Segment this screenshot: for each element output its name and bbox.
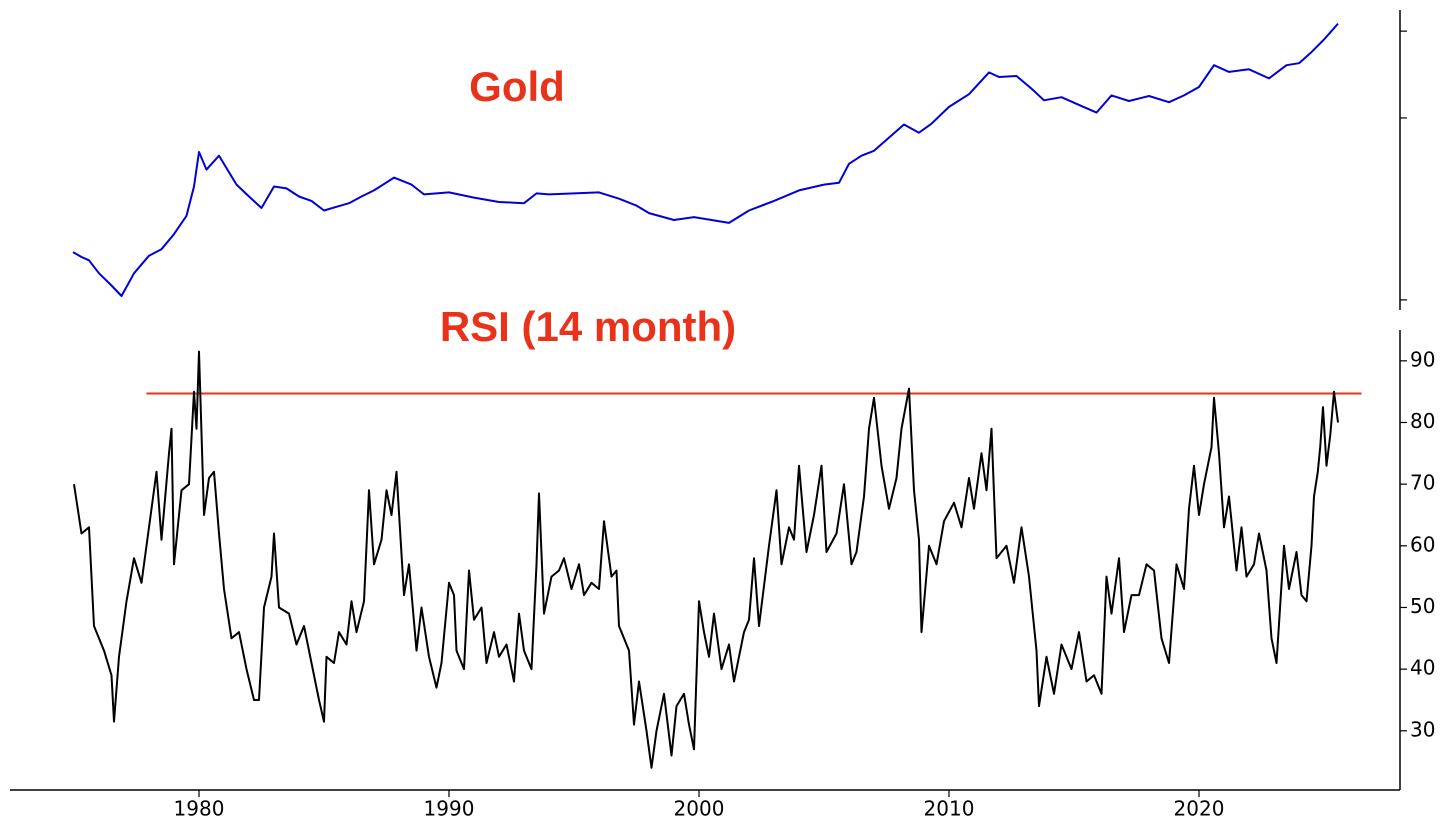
chart-title: Gold — [469, 63, 565, 110]
data-line — [72, 22, 1339, 297]
y-tick-label: 50 — [1410, 594, 1435, 618]
y-tick-label: 40 — [1410, 656, 1435, 680]
y-tick-label: 70 — [1410, 471, 1435, 495]
x-tick-label: 1980 — [174, 797, 225, 821]
y-tick-label: 30 — [1410, 717, 1435, 741]
chart-title: RSI (14 month) — [440, 303, 736, 350]
x-tick-label: 2020 — [1174, 797, 1225, 821]
y-tick-label: 90 — [1410, 347, 1435, 371]
data-line — [73, 350, 1339, 769]
y-tick-label: 60 — [1410, 532, 1435, 556]
x-tick-label: 2010 — [924, 797, 975, 821]
x-tick-label: 2000 — [674, 797, 725, 821]
x-tick-label: 1990 — [424, 797, 475, 821]
y-tick-label: 80 — [1410, 409, 1435, 433]
